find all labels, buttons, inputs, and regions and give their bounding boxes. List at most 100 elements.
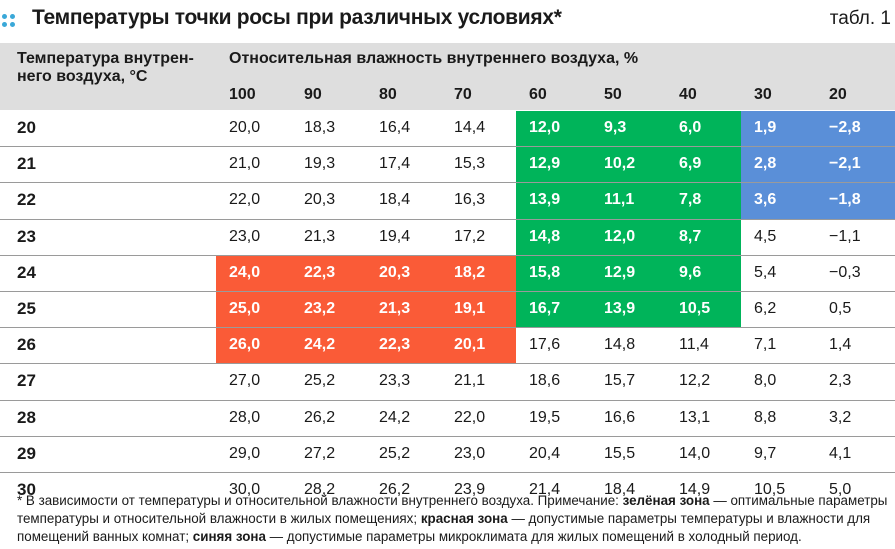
- table-cell: 6,0: [679, 119, 702, 136]
- table-cell: 16,3: [454, 191, 486, 209]
- table-cell: 23,9: [454, 481, 486, 498]
- green-zone-label: зелёная зона: [622, 493, 710, 508]
- table-cell: 2,8: [754, 155, 777, 173]
- row-divider: [0, 146, 895, 147]
- table-reference: табл. 1: [829, 8, 891, 29]
- table-cell: 25,0: [229, 300, 261, 317]
- table-cell: 11,4: [679, 336, 709, 354]
- row-temperature-label: 28: [17, 407, 36, 427]
- table-cell: 7,8: [679, 191, 702, 209]
- table-cell: −2,8: [829, 119, 861, 136]
- table-cell: 5,4: [754, 263, 777, 281]
- table-cell: 8,7: [679, 227, 702, 245]
- table-cell: 12,2: [679, 372, 711, 390]
- table-cell: 21,3: [304, 227, 336, 245]
- table-cell: 17,6: [529, 336, 561, 354]
- table-cell: 16,6: [604, 408, 636, 426]
- table-cell: 16,4: [379, 119, 411, 136]
- row-divider: [0, 255, 895, 256]
- table-cell: 10,2: [604, 155, 636, 173]
- table-cell: 12,9: [529, 155, 561, 173]
- table-cell: 14,8: [604, 336, 636, 354]
- table-cell: 13,9: [604, 300, 636, 317]
- table-cell: 6,9: [679, 155, 702, 173]
- table-cell: 29,0: [229, 444, 261, 462]
- row-temperature-label: 23: [17, 226, 36, 246]
- table-cell: 18,4: [604, 481, 636, 498]
- table-cell: 26,2: [379, 481, 411, 498]
- humidity-column-header: 50: [604, 86, 622, 103]
- humidity-group-header: Относительная влажность внутреннего возд…: [229, 50, 639, 67]
- humidity-column-header: 80: [379, 86, 397, 103]
- table-cell: 25,2: [379, 444, 411, 462]
- table-cell: 14,0: [679, 444, 711, 462]
- table-cell: 23,0: [454, 444, 486, 462]
- humidity-column-header: 100: [229, 86, 256, 103]
- table-cell: 4,5: [754, 227, 777, 245]
- humidity-column-header: 20: [829, 86, 847, 103]
- row-divider: [0, 182, 895, 183]
- blue-zone: [741, 111, 895, 219]
- table-cell: 16,7: [529, 300, 561, 317]
- row-header-label: Температура внутрен-него воздуха, °С: [17, 50, 217, 86]
- table-cell: 4,1: [829, 444, 852, 462]
- table-cell: 26,2: [304, 408, 336, 426]
- table-cell: 23,0: [229, 227, 261, 245]
- table-cell: 9,3: [604, 119, 627, 136]
- row-temperature-label: 24: [17, 262, 36, 282]
- table-cell: 3,2: [829, 408, 852, 426]
- table-cell: 28,2: [304, 481, 336, 498]
- table-cell: 0,5: [829, 300, 852, 317]
- table-cell: 27,0: [229, 372, 261, 390]
- table-cell: 13,9: [529, 191, 561, 209]
- footnote-text-2: — оптимальные параметры температуры и от…: [17, 493, 888, 526]
- table-cell: 20,1: [454, 336, 486, 354]
- table-cell: 24,2: [379, 408, 411, 426]
- table-cell: 20,4: [529, 444, 561, 462]
- table-cell: 19,1: [454, 300, 486, 317]
- table-cell: 9,6: [679, 263, 702, 281]
- table-cell: 21,1: [454, 372, 486, 390]
- table-title: Температуры точки росы при различных усл…: [32, 6, 562, 29]
- table-cell: 14,8: [529, 227, 561, 245]
- row-divider: [0, 363, 895, 364]
- table-cell: 18,2: [454, 263, 486, 281]
- footnote-text-3: — допустимые параметры температуры и вла…: [17, 511, 871, 544]
- red-zone-label: красная зона: [420, 511, 508, 526]
- table-cell: 19,4: [379, 227, 411, 245]
- row-temperature-label: 30: [17, 480, 36, 499]
- table-cell: 11,1: [604, 191, 635, 209]
- table-header: [0, 43, 895, 110]
- row-divider: [0, 291, 895, 292]
- row-temperature-label: 20: [17, 118, 36, 137]
- table-cell: 14,9: [679, 481, 711, 498]
- table-cell: 26,0: [229, 336, 261, 354]
- row-divider: [0, 400, 895, 401]
- table-cell: 14,4: [454, 119, 486, 136]
- table-cell: 8,8: [754, 408, 777, 426]
- table-cell: 20,3: [304, 191, 336, 209]
- table-cell: 30,0: [229, 481, 261, 498]
- table-cell: 15,8: [529, 263, 561, 281]
- table-cell: 21,4: [529, 481, 561, 498]
- footnote-text-1: * В зависимости от температуры и относит…: [17, 493, 623, 508]
- table-cell: 28,0: [229, 408, 261, 426]
- table-cell: 19,3: [304, 155, 336, 173]
- row-divider: [0, 219, 895, 220]
- row-temperature-label: 29: [17, 443, 36, 463]
- table-cell: 22,3: [379, 336, 411, 354]
- table-cell: 10,5: [754, 481, 786, 498]
- table-cell: 15,5: [604, 444, 636, 462]
- table-cell: 12,9: [604, 263, 636, 281]
- humidity-column-header: 60: [529, 86, 547, 103]
- dots-icon: [2, 14, 16, 28]
- table-cell: 24,2: [304, 336, 336, 354]
- blue-zone-label: синяя зона: [192, 529, 266, 544]
- humidity-column-header: 40: [679, 86, 697, 103]
- table-cell: 13,1: [679, 408, 711, 426]
- row-divider: [0, 327, 895, 328]
- row-header-line: него воздуха, °С: [17, 68, 148, 85]
- table-cell: −0,3: [829, 263, 861, 281]
- table-cell: 7,1: [754, 336, 777, 354]
- table-cell: 24,0: [229, 263, 261, 281]
